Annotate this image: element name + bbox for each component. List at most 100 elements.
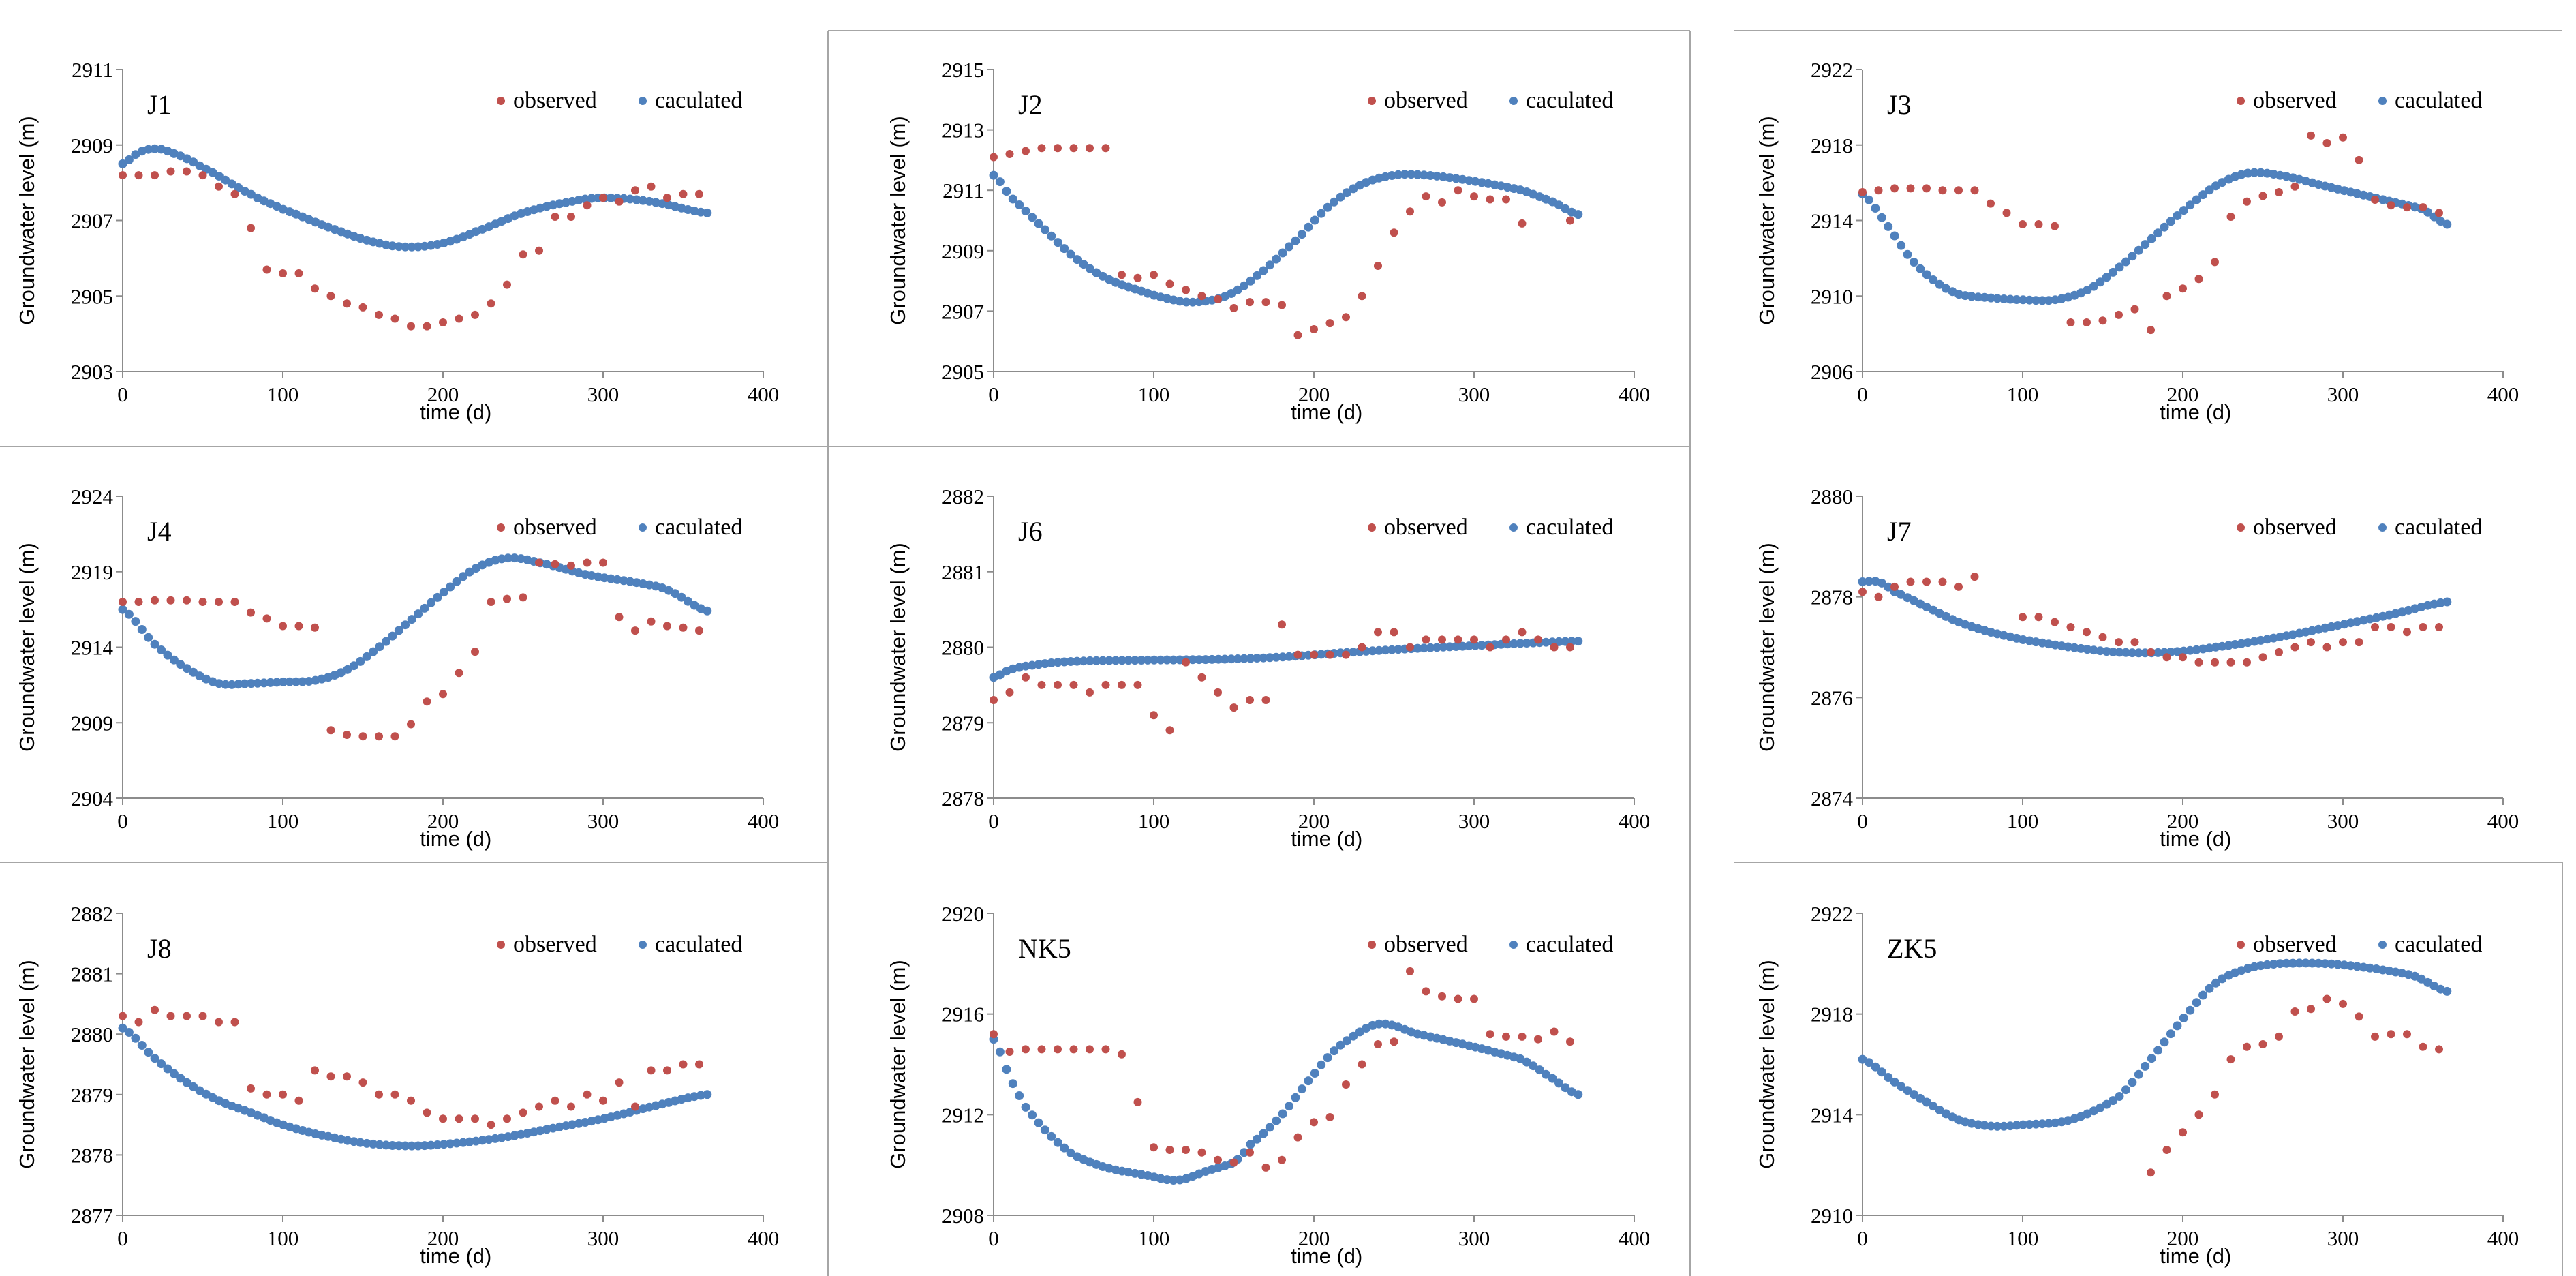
observed-point xyxy=(1246,696,1254,704)
y-tick-label: 2876 xyxy=(1811,686,1853,710)
calculated-point xyxy=(2025,1120,2034,1129)
observed-point xyxy=(2371,623,2379,631)
panel-j7: 2874 2876 2878 2880 0 100 200 300 400 time (d) Gro… xyxy=(1755,485,2519,851)
y-tick-label: 2920 xyxy=(942,902,984,926)
calculated-point xyxy=(1079,260,1088,269)
observed-point xyxy=(1906,577,1915,586)
observed-point xyxy=(2275,188,2283,196)
legend-marker-caculated xyxy=(2378,523,2387,532)
panel-j1: 2903 2905 2907 2909 2911 0 100 200 300 400 time (d… xyxy=(15,58,779,424)
observed-point xyxy=(2243,197,2251,206)
observed-point xyxy=(1502,635,1510,644)
observed-point xyxy=(1438,992,1446,1001)
observed-point xyxy=(1550,1027,1559,1036)
calculated-point xyxy=(1987,293,1995,303)
calculated-point xyxy=(1916,264,1925,273)
observed-point xyxy=(2355,638,2363,647)
calculated-point xyxy=(465,1137,474,1146)
observed-point xyxy=(1069,1045,1078,1054)
calculated-point xyxy=(414,242,423,252)
observed-point xyxy=(279,1090,287,1099)
observed-point xyxy=(358,1078,367,1087)
calculated-point xyxy=(279,677,288,686)
observed-point xyxy=(1858,188,1867,196)
calculated-point xyxy=(1922,1097,1931,1107)
observed-point xyxy=(247,1084,255,1093)
y-tick-label: 2922 xyxy=(1811,902,1853,926)
y-tick-label: 2914 xyxy=(1811,209,1854,233)
observed-point xyxy=(503,594,511,603)
calculated-point xyxy=(1509,639,1518,648)
observed-point xyxy=(2098,633,2107,641)
observed-point xyxy=(583,558,592,567)
observed-point xyxy=(631,626,639,635)
calculated-point xyxy=(1066,1148,1075,1157)
legend-marker-observed xyxy=(2237,97,2245,105)
legend-label-caculated: caculated xyxy=(655,515,742,540)
calculated-point xyxy=(2179,206,2188,215)
legend-label-observed: observed xyxy=(513,932,597,957)
calculated-point xyxy=(1195,655,1204,665)
observed-point xyxy=(1037,1045,1046,1054)
calculated-point xyxy=(1053,1138,1062,1147)
calculated-point xyxy=(157,1059,166,1069)
calculated-point xyxy=(2006,294,2015,304)
observed-point xyxy=(1566,216,1574,225)
observed-point xyxy=(326,726,335,735)
observed-point xyxy=(471,648,479,656)
calculated-point xyxy=(1858,577,1867,586)
y-axis-label: Groundwater level (m) xyxy=(15,116,39,325)
calculated-point xyxy=(426,598,435,607)
observed-point xyxy=(551,213,559,221)
calculated-point xyxy=(2025,295,2034,305)
calculated-point xyxy=(2263,960,2272,969)
y-tick-label: 2913 xyxy=(942,119,984,142)
observed-point xyxy=(663,622,671,631)
calculated-point xyxy=(1999,1121,2008,1131)
observed-point xyxy=(583,201,592,210)
calculated-point xyxy=(1368,646,1377,656)
observed-point xyxy=(230,1018,239,1027)
calculated-point xyxy=(1169,655,1178,665)
calculated-point xyxy=(227,179,236,189)
observed-point xyxy=(2258,653,2267,662)
y-axis-label: Groundwater level (m) xyxy=(1755,960,1779,1169)
observed-point xyxy=(679,1060,688,1069)
observed-point xyxy=(1938,186,1947,195)
observed-point xyxy=(647,1066,656,1075)
calculated-point xyxy=(1272,652,1281,662)
calculated-point xyxy=(1375,645,1383,655)
calculated-point xyxy=(2064,642,2073,652)
calculated-point xyxy=(1130,656,1139,665)
observed-point xyxy=(2307,638,2315,647)
calculated-point xyxy=(1040,1125,1049,1135)
calculated-point xyxy=(1542,637,1551,647)
calculated-point xyxy=(1040,225,1049,234)
observed-point xyxy=(262,614,271,623)
calculated-point xyxy=(375,642,384,652)
calculated-point xyxy=(1542,1069,1551,1079)
observed-point xyxy=(990,696,998,704)
calculated-point xyxy=(2109,267,2118,277)
observed-point xyxy=(519,593,527,602)
calculated-point xyxy=(1246,276,1255,286)
x-tick-label: 300 xyxy=(587,1226,619,1250)
observed-point xyxy=(1197,292,1206,301)
calculated-point xyxy=(1929,1102,1938,1111)
panel-nk5: 2908 2912 2916 2920 0 100 200 300 400 time (d) Gro… xyxy=(886,902,1650,1268)
observed-point xyxy=(1118,680,1126,689)
calculated-point xyxy=(995,177,1005,187)
calculated-point xyxy=(2031,1119,2040,1129)
calculated-point xyxy=(131,1033,140,1043)
calculated-point xyxy=(510,553,519,563)
calculated-point xyxy=(1053,238,1062,247)
calculated-point xyxy=(1349,648,1358,657)
calculated-point xyxy=(2288,958,2297,968)
observed-point xyxy=(615,1078,624,1087)
observed-point xyxy=(439,1114,447,1123)
calculated-point xyxy=(1278,248,1287,258)
calculated-point xyxy=(2044,1119,2053,1128)
calculated-point xyxy=(1015,200,1024,209)
calculated-point xyxy=(2320,959,2330,969)
observed-point xyxy=(279,622,287,631)
